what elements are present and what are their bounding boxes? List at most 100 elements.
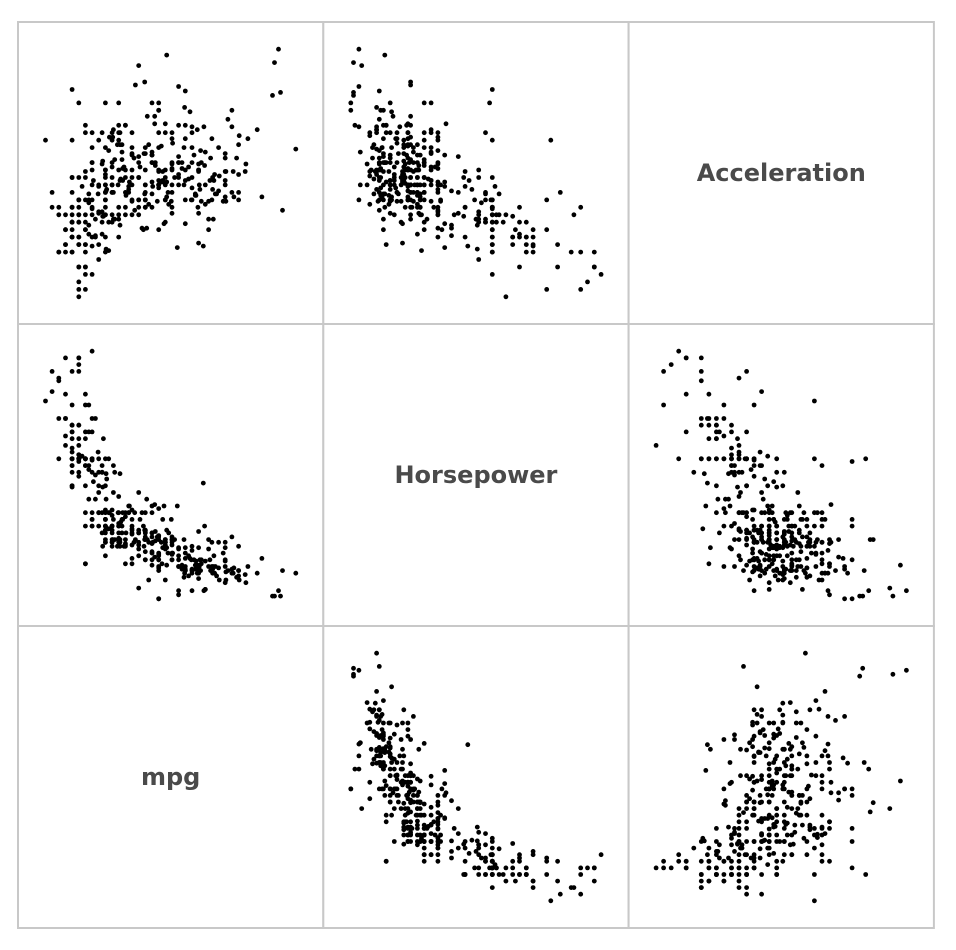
scatter-point	[780, 782, 786, 788]
scatter-point	[523, 872, 529, 877]
scatter-point	[732, 521, 737, 526]
scatter-point	[428, 812, 434, 818]
scatter-point	[225, 116, 231, 122]
scatter-point	[786, 741, 792, 746]
scatter-point	[176, 84, 182, 89]
scatter-point	[116, 122, 122, 128]
scatter-point	[96, 510, 102, 516]
scatter-point	[435, 130, 441, 136]
scatter-point	[591, 249, 597, 255]
scatter-point	[771, 553, 777, 559]
scatter-point	[394, 140, 400, 146]
scatter-point	[156, 552, 162, 557]
scatter-point	[391, 839, 397, 844]
scatter-point	[766, 766, 772, 772]
scatter-point	[789, 793, 795, 798]
scatter-point	[489, 845, 495, 851]
scatter-point	[405, 188, 411, 194]
scatter-point	[93, 416, 98, 421]
scatter-point	[898, 778, 903, 784]
scatter-point	[76, 197, 82, 203]
scatter-point	[142, 182, 148, 188]
scatter-point	[676, 858, 682, 864]
scatter-point	[449, 188, 454, 194]
scatter-point	[721, 872, 727, 877]
scatter-point	[771, 786, 777, 792]
scatter-point	[376, 88, 382, 94]
scatter-point	[189, 548, 195, 553]
scatter-point	[374, 689, 379, 694]
scatter-point	[736, 872, 742, 877]
scatter-point	[176, 122, 182, 128]
scatter-point	[775, 726, 781, 732]
scatter-point	[476, 829, 482, 835]
scatter-point	[819, 557, 825, 563]
scatter-point	[668, 865, 674, 871]
scatter-point	[766, 746, 772, 752]
scatter-point	[141, 151, 147, 157]
scatter-point	[352, 122, 358, 128]
scatter-point	[792, 523, 798, 529]
scatter-point	[768, 779, 774, 785]
scatter-point	[376, 786, 382, 792]
scatter-point	[772, 824, 778, 829]
scatter-point	[738, 773, 743, 779]
scatter-point	[164, 194, 170, 200]
scatter-point	[792, 829, 798, 835]
scatter-point	[182, 545, 188, 551]
scatter-point	[736, 878, 742, 884]
scatter-point	[653, 865, 659, 871]
scatter-point	[783, 773, 789, 779]
scatter-point	[152, 529, 158, 534]
scatter-point	[76, 362, 82, 367]
scatter-point	[206, 216, 212, 222]
scatter-point	[435, 802, 441, 808]
scatter-point	[389, 755, 394, 761]
scatter-point	[442, 245, 448, 251]
scatter-point	[56, 249, 62, 255]
scatter-point	[488, 852, 494, 858]
scatter-point	[721, 786, 727, 792]
scatter-point	[769, 510, 775, 516]
scatter-point	[415, 842, 420, 848]
scatter-point	[780, 577, 786, 583]
scatter-point	[398, 198, 404, 204]
scatter-point	[103, 507, 108, 513]
scatter-point	[479, 200, 484, 206]
scatter-point	[751, 865, 757, 871]
scatter-point	[76, 242, 82, 248]
scatter-point	[774, 832, 780, 838]
scatter-point	[476, 175, 482, 180]
scatter-point	[402, 181, 408, 186]
scatter-point	[200, 480, 206, 486]
scatter-point	[176, 588, 182, 594]
scatter-point	[449, 855, 454, 861]
scatter-point	[790, 543, 796, 549]
scatter-point	[220, 198, 226, 204]
scatter-point	[653, 443, 659, 448]
scatter-point	[435, 858, 441, 864]
scatter-point	[793, 557, 799, 563]
scatter-point	[106, 219, 112, 225]
scatter-point	[741, 810, 746, 815]
scatter-point	[530, 234, 536, 240]
scatter-point	[421, 858, 427, 864]
scatter-point	[474, 246, 480, 252]
scatter-point	[413, 812, 419, 818]
scatter-point	[364, 182, 370, 188]
scatter-point	[780, 700, 786, 706]
scatter-point	[781, 852, 787, 858]
scatter-point	[849, 865, 855, 871]
scatter-point	[356, 197, 362, 203]
scatter-point	[766, 557, 772, 563]
scatter-point	[405, 792, 411, 798]
scatter-point	[116, 494, 122, 499]
scatter-point	[568, 885, 574, 890]
scatter-point	[182, 550, 188, 556]
scatter-point	[142, 79, 148, 85]
scatter-point	[387, 766, 393, 772]
scatter-point	[182, 197, 188, 203]
scatter-point	[714, 839, 719, 844]
scatter-point	[795, 806, 801, 811]
scatter-point	[236, 190, 242, 195]
